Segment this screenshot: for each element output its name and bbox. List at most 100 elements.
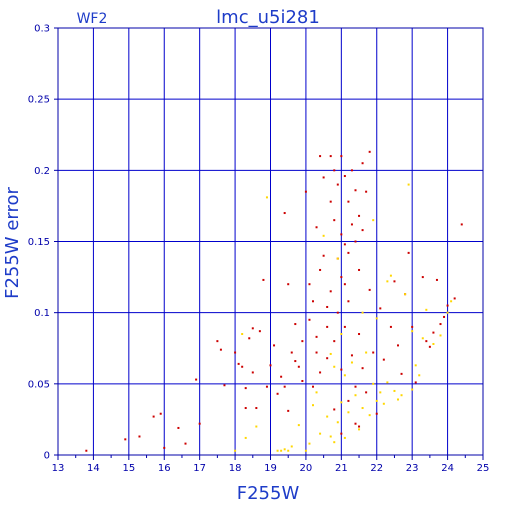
- data-point: [354, 385, 357, 388]
- data-point: [280, 449, 283, 452]
- data-point: [336, 257, 339, 260]
- data-point: [347, 411, 350, 414]
- data-point: [258, 330, 261, 333]
- data-point: [404, 293, 407, 296]
- data-point: [421, 276, 424, 279]
- y-tick-label: 0.15: [28, 237, 50, 248]
- data-point: [333, 169, 336, 172]
- data-point: [223, 384, 226, 387]
- data-point: [241, 365, 244, 368]
- data-point: [439, 334, 442, 337]
- data-point: [315, 226, 318, 229]
- x-axis-label: F255W: [237, 483, 300, 504]
- data-point: [389, 325, 392, 328]
- data-point: [248, 337, 251, 340]
- data-point: [379, 391, 382, 394]
- data-point: [425, 308, 428, 311]
- data-point: [251, 327, 254, 330]
- data-point: [297, 424, 300, 427]
- y-axis-label: F255W error: [2, 187, 23, 299]
- data-point: [358, 214, 361, 217]
- data-point: [453, 297, 456, 300]
- data-point: [290, 445, 293, 448]
- data-point: [446, 311, 449, 314]
- x-tick-label: 20: [300, 463, 313, 474]
- data-point: [265, 385, 268, 388]
- data-point: [340, 276, 343, 279]
- data-point: [319, 432, 322, 435]
- data-point: [347, 251, 350, 254]
- data-point: [361, 367, 364, 370]
- series-layer: [85, 150, 463, 452]
- data-point: [343, 243, 346, 246]
- data-point: [365, 351, 368, 354]
- data-point: [343, 175, 346, 178]
- data-point: [340, 401, 343, 404]
- data-point: [418, 374, 421, 377]
- y-tick-label: 0.25: [28, 95, 50, 106]
- data-point: [326, 415, 329, 418]
- data-point: [340, 233, 343, 236]
- data-point: [372, 382, 375, 385]
- data-point: [304, 449, 307, 452]
- data-point: [368, 414, 371, 417]
- data-point: [386, 280, 389, 283]
- x-tick-label: 17: [193, 463, 206, 474]
- data-point: [389, 274, 392, 277]
- grid-layer: [58, 28, 483, 455]
- data-point: [365, 190, 368, 193]
- data-point: [152, 415, 155, 418]
- data-point: [319, 268, 322, 271]
- data-point: [350, 361, 353, 364]
- data-point: [354, 394, 357, 397]
- data-point: [361, 229, 364, 232]
- data-point: [411, 325, 414, 328]
- data-point: [354, 189, 357, 192]
- data-point: [358, 428, 361, 431]
- x-tick-label: 21: [335, 463, 348, 474]
- data-point: [350, 223, 353, 226]
- data-point: [375, 317, 378, 320]
- data-point: [255, 407, 258, 410]
- data-point: [290, 351, 293, 354]
- x-tick-label: 19: [264, 463, 277, 474]
- data-point: [322, 254, 325, 257]
- data-point: [411, 330, 414, 333]
- data-point: [379, 307, 382, 310]
- data-point: [329, 352, 332, 355]
- data-point: [273, 344, 276, 347]
- data-point: [443, 315, 446, 318]
- data-point: [336, 421, 339, 424]
- data-point: [343, 283, 346, 286]
- data-point: [85, 449, 88, 452]
- data-point: [343, 325, 346, 328]
- data-point: [184, 442, 187, 445]
- data-point: [414, 381, 417, 384]
- data-point: [297, 365, 300, 368]
- data-point: [354, 240, 357, 243]
- data-point: [124, 438, 127, 441]
- data-point: [354, 422, 357, 425]
- y-tick-label: 0.1: [34, 308, 50, 319]
- data-point: [375, 412, 378, 415]
- data-point: [361, 407, 364, 410]
- data-point: [361, 162, 364, 165]
- data-point: [312, 300, 314, 303]
- data-point: [343, 436, 346, 439]
- data-point: [304, 190, 307, 193]
- data-point: [382, 358, 385, 361]
- data-point: [365, 391, 368, 394]
- data-point: [138, 435, 141, 438]
- data-point: [308, 442, 311, 445]
- data-point: [347, 399, 350, 402]
- x-tick-label: 23: [406, 463, 419, 474]
- data-point: [265, 196, 268, 199]
- data-point: [340, 155, 343, 158]
- data-point: [414, 364, 417, 367]
- data-point: [329, 155, 332, 158]
- data-point: [400, 372, 403, 375]
- data-point: [312, 404, 314, 407]
- data-point: [326, 357, 329, 360]
- y-tick-label: 0.3: [34, 24, 50, 35]
